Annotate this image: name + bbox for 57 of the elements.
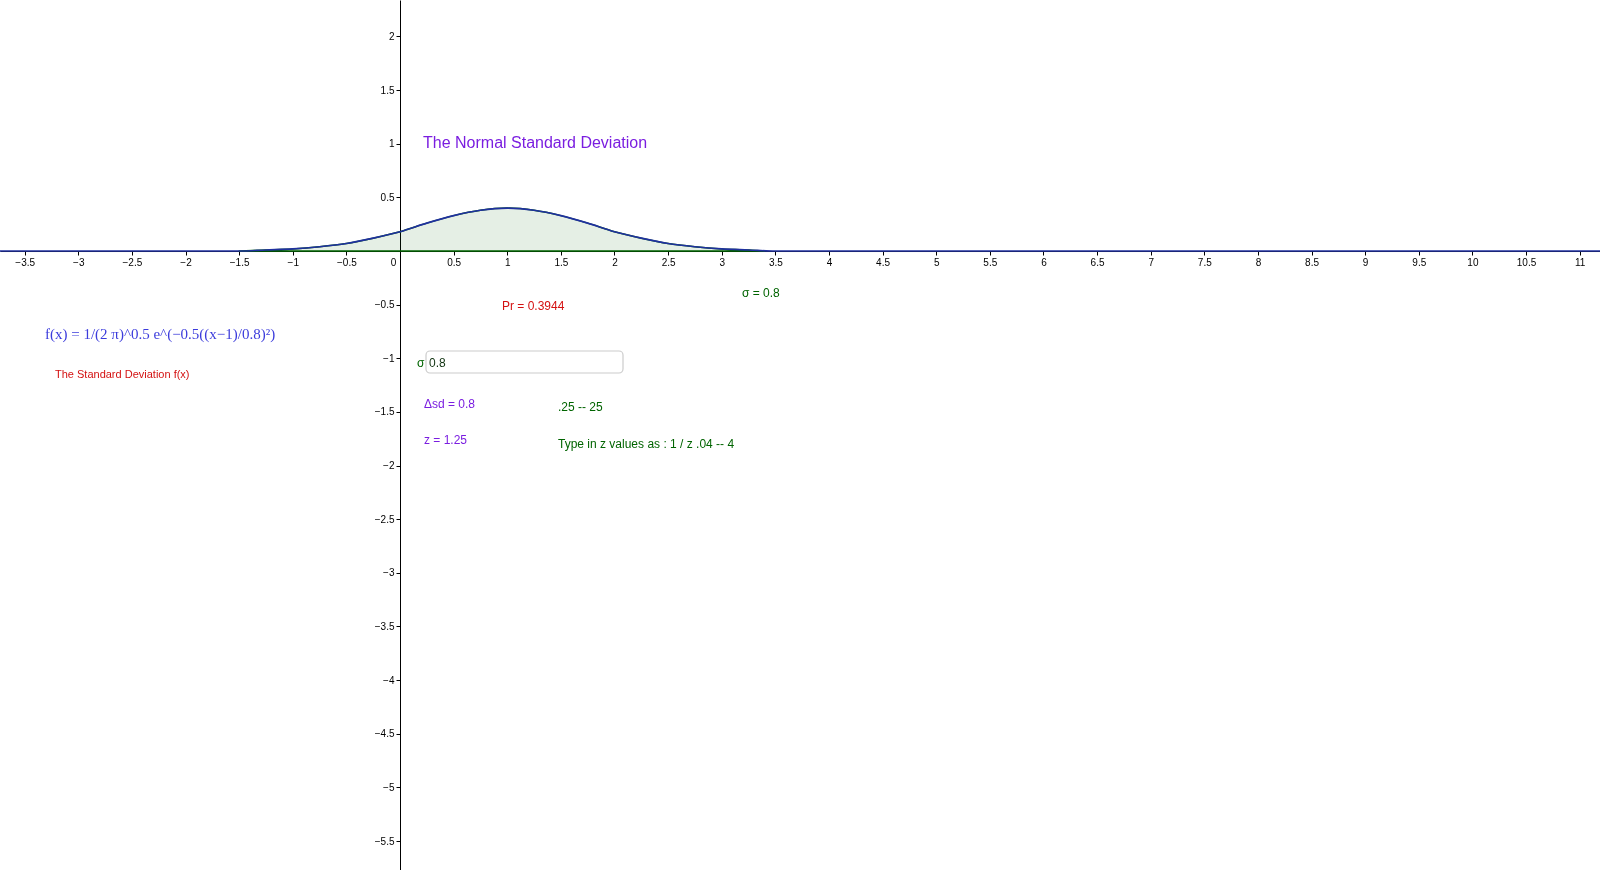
y-tick-label: 0.5: [380, 191, 395, 203]
annotation: σ: [417, 356, 425, 370]
x-tick-label: 7.5: [1197, 256, 1213, 268]
y-tick-label: −1.5: [374, 406, 395, 418]
annotation: σ = 0.8: [742, 286, 781, 300]
x-tick-label: 0: [390, 256, 397, 268]
x-tick-label: 6.5: [1090, 256, 1105, 268]
x-tick-label: 4: [826, 256, 833, 268]
y-tick-label: −5: [383, 781, 395, 793]
annotation: f(x) = 1/(2 π)^0.5 e^(−0.5((x−1)/0.8)²): [45, 326, 276, 343]
x-tick-label: 11: [1574, 256, 1586, 268]
x-tick-label: 6: [1041, 256, 1048, 268]
x-tick-label: 0.5: [447, 256, 462, 268]
x-tick-label: −0.5: [337, 256, 358, 268]
x-tick-label: 5: [933, 256, 940, 268]
x-tick-label: 1.5: [554, 256, 569, 268]
x-tick-label: 1: [504, 256, 511, 268]
y-tick-label: −2: [383, 460, 395, 472]
text: The Normal Standard Deviation: [423, 134, 648, 151]
y-tick-label: −4.5: [374, 728, 395, 740]
x-tick-label: 8.5: [1305, 256, 1320, 268]
y-tick-label: 1: [388, 138, 395, 150]
annotation: z = 1.25: [424, 433, 468, 447]
x-tick-label: −2.5: [122, 256, 143, 268]
x-tick-label: 3: [719, 256, 726, 268]
x-tick-label: −2: [180, 256, 193, 268]
x-tick-label: 10.5: [1516, 256, 1537, 268]
x-tick-label: 5.5: [983, 256, 998, 268]
x-tick-label: 2: [612, 256, 619, 268]
x-tick-label: −1.5: [229, 256, 250, 268]
x-tick-label: −3.5: [15, 256, 36, 268]
x-tick-label: −1: [287, 256, 300, 268]
line-series: [0, 207, 1600, 252]
x-tick-label: 4.5: [876, 256, 891, 268]
y-tick-label: 2: [388, 30, 395, 42]
annotation: Δsd = 0.8: [424, 397, 476, 411]
x-tick-label: −3: [73, 256, 85, 268]
x-tick-label: 7: [1148, 256, 1155, 268]
y-tick-label: −2.5: [374, 513, 395, 525]
x-tick-label: 9: [1362, 256, 1369, 268]
x-tick-label: 10: [1467, 256, 1479, 268]
x-tick-label: 3.5: [768, 256, 784, 268]
y-tick-label: −3.5: [374, 620, 395, 632]
annotation: .25 -- 25: [558, 400, 604, 414]
annotation: Pr = 0.3944: [502, 299, 565, 313]
y-tick-label: −0.5: [374, 299, 395, 311]
x-tick-label: 2.5: [661, 256, 676, 268]
x-tick-label: 9.5: [1412, 256, 1427, 268]
y-tick-label: −4: [383, 674, 395, 686]
y-tick-label: −5.5: [374, 835, 395, 847]
y-tick-label: −1: [383, 352, 395, 364]
annotation: Type in z values as : 1 / z .04 -- 4: [558, 437, 735, 451]
annotation: The Standard Deviation f(x): [55, 368, 190, 380]
y-tick-label: 1.5: [380, 84, 395, 96]
x-tick-label: 8: [1255, 256, 1262, 268]
y-tick-label: −3: [383, 567, 395, 579]
annotation: 0.8: [429, 356, 447, 370]
